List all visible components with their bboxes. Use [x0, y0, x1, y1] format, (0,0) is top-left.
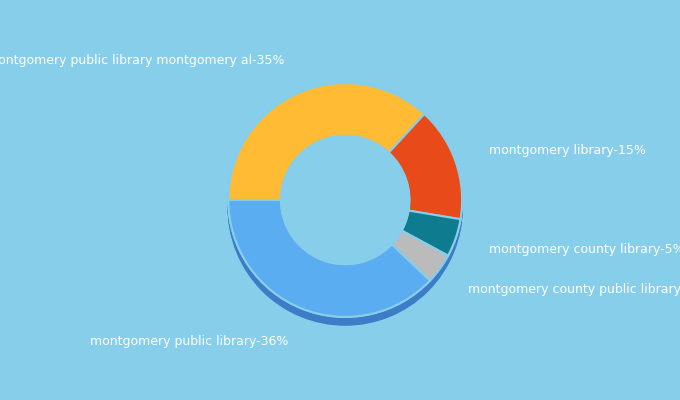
Wedge shape — [389, 114, 462, 219]
Wedge shape — [234, 228, 444, 325]
Wedge shape — [234, 220, 444, 317]
Circle shape — [228, 91, 462, 325]
Wedge shape — [234, 226, 444, 324]
Wedge shape — [234, 223, 444, 320]
Wedge shape — [228, 84, 414, 201]
Circle shape — [281, 136, 409, 264]
Wedge shape — [392, 230, 448, 280]
Wedge shape — [234, 225, 444, 322]
Text: montgomery library-15%: montgomery library-15% — [489, 144, 646, 157]
Wedge shape — [234, 222, 444, 318]
Wedge shape — [389, 114, 462, 219]
Wedge shape — [392, 230, 448, 280]
Wedge shape — [228, 83, 414, 200]
Circle shape — [228, 88, 462, 322]
Circle shape — [228, 89, 462, 323]
Wedge shape — [228, 83, 424, 200]
Circle shape — [228, 86, 462, 319]
Circle shape — [281, 144, 409, 272]
Text: montgomery county public library-4%: montgomery county public library-4% — [468, 283, 680, 296]
Wedge shape — [228, 83, 424, 200]
Text: montgomery county library-5%: montgomery county library-5% — [489, 243, 680, 256]
Wedge shape — [402, 210, 460, 256]
Text: montgomery public library-36%: montgomery public library-36% — [90, 335, 289, 348]
Wedge shape — [402, 210, 460, 256]
Wedge shape — [228, 200, 430, 317]
Circle shape — [281, 136, 409, 264]
Circle shape — [228, 90, 462, 324]
Circle shape — [281, 137, 409, 266]
Circle shape — [281, 140, 409, 269]
Text: montgomery public library montgomery al-35%: montgomery public library montgomery al-… — [0, 54, 284, 67]
Circle shape — [228, 87, 462, 320]
Circle shape — [228, 84, 462, 318]
Wedge shape — [228, 86, 414, 203]
Circle shape — [228, 83, 462, 317]
Circle shape — [281, 143, 409, 271]
Circle shape — [281, 139, 409, 268]
Circle shape — [281, 142, 409, 270]
Wedge shape — [228, 85, 414, 202]
Wedge shape — [228, 200, 430, 317]
Circle shape — [281, 138, 409, 267]
